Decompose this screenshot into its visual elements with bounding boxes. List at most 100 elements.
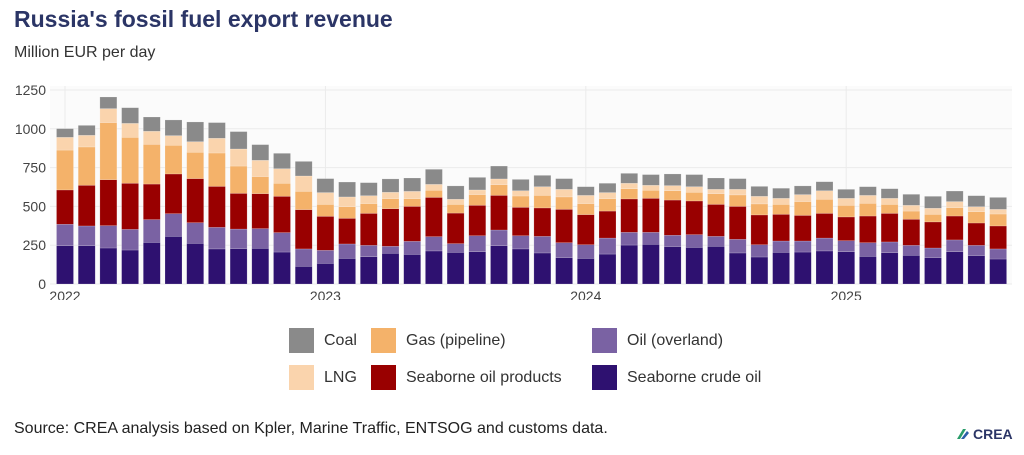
legend-item-seaborne-oil-products: Seaborne oil products [371,365,562,390]
bar-segment-oil-overland [772,240,790,253]
bar-segment-seaborne-oil-products [945,215,964,241]
bar-segment-coal [577,186,595,196]
bar-segment-coal [685,174,704,187]
bar-segment-coal [99,96,118,109]
bar-segment-lng [533,186,552,196]
bar-segment-seaborne-oil-products [924,221,942,249]
bar-segment-coal [945,190,964,202]
bar-segment-seaborne-oil-products [446,212,465,244]
legend-item-seaborne-crude-oil: Seaborne crude oil [592,365,761,390]
bar-segment-seaborne-oil-products [294,209,313,250]
bar-segment-seaborne-oil-products [989,225,1007,250]
bar-segment-gas-pipeline [208,152,226,187]
legend-swatch [289,365,314,390]
bar-segment-lng [620,183,638,189]
bar-segment-oil-overland [425,236,443,252]
legend-item-coal: Coal [289,328,357,353]
bar-segment-seaborne-crude-oil [511,248,530,285]
bar-segment-seaborne-oil-products [794,215,812,242]
bar-segment-coal [555,178,573,190]
bar-segment-coal [815,181,834,191]
bar-segment-gas-pipeline [446,204,465,214]
bar-segment-coal [728,178,747,190]
bar-segment-seaborne-oil-products [533,207,552,237]
legend-label: Seaborne oil products [406,368,562,386]
bar-segment-coal [164,119,183,136]
bar-segment-seaborne-oil-products [685,200,704,235]
bar-segment-seaborne-oil-products [186,178,204,223]
bar-segment-gas-pipeline [186,151,204,179]
bar-segment-gas-pipeline [924,214,942,223]
bar-segment-seaborne-crude-oil [143,242,161,285]
bar-segment-seaborne-crude-oil [794,251,812,285]
y-tick-label: 1250 [15,82,46,98]
bar-segment-seaborne-oil-products [251,193,270,229]
bar-segment-coal [598,183,617,193]
bar-segment-oil-overland [294,248,313,267]
bar-segment-lng [750,196,769,205]
legend-item-oil-overland: Oil (overland) [592,328,723,353]
bar-segment-lng [945,201,964,208]
bar-segment-coal [880,188,899,199]
bar-segment-gas-pipeline [642,190,660,199]
bar-segment-oil-overland [642,232,660,245]
bar-segment-coal [663,173,682,186]
legend-label: Seaborne crude oil [627,368,762,386]
bar-segment-gas-pipeline [794,201,812,216]
bar-segment-lng [251,160,270,177]
bar-segment-gas-pipeline [403,198,421,207]
bar-segment-seaborne-oil-products [598,210,617,239]
bar-segment-seaborne-crude-oil [294,266,313,285]
bar-segment-seaborne-oil-products [99,179,118,226]
bar-segment-oil-overland [598,237,617,255]
bar-segment-coal [707,177,725,190]
bar-segment-oil-overland [273,232,291,253]
bar-segment-gas-pipeline [620,188,638,200]
bar-segment-seaborne-oil-products [121,183,139,230]
bar-segment-seaborne-oil-products [381,208,400,247]
bar-segment-coal [924,196,942,209]
bar-segment-lng [229,148,248,167]
bar-segment-oil-overland [208,227,226,250]
bar-segment-gas-pipeline [555,196,573,210]
legend-swatch [289,328,314,353]
bar-segment-lng [403,191,421,199]
bar-segment-lng [902,205,921,212]
bar-segment-lng [555,189,573,198]
bar-segment-lng [880,198,899,205]
bar-segment-seaborne-oil-products [880,213,899,243]
bar-segment-gas-pipeline [707,193,725,205]
bar-segment-oil-overland [902,245,921,256]
bar-segment-oil-overland [945,239,964,252]
bar-segment-coal [294,161,313,177]
x-tick-label: 2024 [570,288,601,300]
bar-segment-seaborne-crude-oil [251,248,270,285]
y-tick-label: 500 [23,198,47,214]
bar-segment-lng [772,198,790,205]
bar-segment-gas-pipeline [143,144,161,185]
bar-segment-gas-pipeline [685,192,704,202]
legend-item-gas-pipeline: Gas (pipeline) [371,328,506,353]
bar-segment-lng [77,135,96,148]
y-tick-label: 750 [23,160,47,176]
bar-segment-coal [338,181,356,198]
bar-segment-lng [316,192,335,205]
bar-segment-coal [490,165,508,180]
bar-segment-lng [815,190,834,200]
bar-segment-coal [772,187,790,199]
bar-segment-seaborne-crude-oil [620,244,638,285]
bar-segment-seaborne-crude-oil [99,247,118,285]
bar-segment-seaborne-crude-oil [728,252,747,285]
bar-segment-gas-pipeline [316,204,335,217]
bar-segment-lng [685,186,704,193]
bar-segment-seaborne-crude-oil [837,251,855,285]
bar-segment-gas-pipeline [880,204,899,214]
bar-segment-coal [620,173,638,184]
bar-segment-gas-pipeline [511,195,530,208]
bar-segment-oil-overland [360,245,378,257]
bar-segment-seaborne-crude-oil [186,243,204,285]
bar-segment-lng [577,195,595,204]
bar-segment-oil-overland [967,245,986,256]
bar-segment-oil-overland [468,235,487,252]
bar-segment-seaborne-oil-products [555,209,573,243]
